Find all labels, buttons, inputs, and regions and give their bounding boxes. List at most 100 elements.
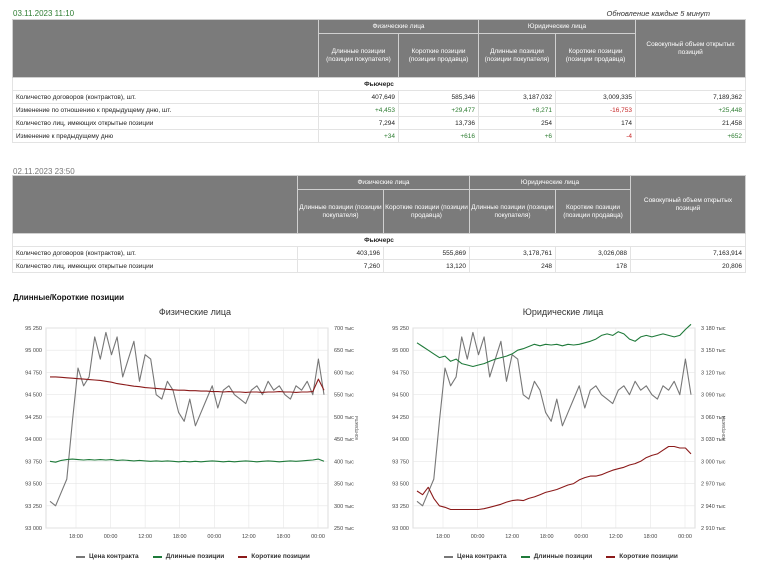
cell-leg-short: -16,753 (555, 103, 636, 117)
cell-ind-short: 13,736 (398, 116, 479, 130)
cell-total: +25,448 (635, 103, 746, 117)
cell-total: 7,163,914 (630, 246, 746, 260)
legend-item-short[interactable]: Короткие позиции (606, 553, 678, 560)
cell-ind-long: 403,196 (297, 246, 384, 260)
header-leg-long: Длинные позиции (позиции покупателя) (469, 189, 556, 234)
table-row: Количество лиц, имеющих открытые позиции… (12, 116, 746, 130)
y-left-tick-label: 93 250 (25, 504, 42, 510)
y-right-tick-label: 3 150 тыс (701, 348, 726, 354)
y-left-tick-label: 93 000 (25, 526, 42, 532)
cell-ind-short: 585,346 (398, 90, 479, 104)
y-right-tick-label: 450 тыс (334, 437, 354, 443)
chart-title-individuals: Физические лица (158, 307, 232, 317)
header-blank (12, 19, 319, 78)
open-interest-table-previous: Физические лица Юридические лица Совокуп… (12, 175, 746, 273)
cell-total: 7,189,362 (635, 90, 746, 104)
cell-ind-short: 555,869 (383, 246, 470, 260)
legend-item-price[interactable]: Цена контракта (444, 553, 507, 560)
y-left-tick-label: 94 250 (25, 415, 42, 421)
row-label: Количество лиц, имеющих открытые позиции (12, 259, 298, 273)
x-tick-label: 12:00 (505, 534, 519, 540)
x-tick-label: 00:00 (207, 534, 221, 540)
legend-price-swatch (444, 555, 453, 558)
y-left-tick-label: 94 250 (392, 415, 409, 421)
x-tick-label: 12:00 (242, 534, 256, 540)
cell-total: 20,806 (630, 259, 746, 273)
legend-short-swatch (606, 555, 616, 558)
y-left-tick-label: 93 500 (25, 482, 42, 488)
legend-item-long[interactable]: Длинные позиции (152, 553, 224, 560)
series-line-short (416, 445, 692, 511)
section-futures: Фьючерс (12, 77, 746, 91)
row-label: Количество лиц, имеющих открытые позиции (12, 116, 319, 130)
row-label: Количество договоров (контрактов), шт. (12, 246, 298, 260)
header-leg-short: Короткие позиции (позиции продавца) (555, 33, 636, 78)
y-left-tick-label: 95 250 (392, 326, 409, 332)
timestamp-previous: 02.11.2023 23:50 (13, 167, 75, 176)
x-tick-label: 18:00 (69, 534, 83, 540)
cell-leg-long: 3,178,761 (469, 246, 556, 260)
y-left-tick-label: 93 750 (25, 459, 42, 465)
cell-leg-short: 3,009,335 (555, 90, 636, 104)
y-right-tick-label: 650 тыс (334, 348, 354, 354)
x-tick-label: 00:00 (311, 534, 325, 540)
legend-item-short[interactable]: Короткие позиции (238, 553, 310, 560)
y-left-tick-label: 94 750 (392, 370, 409, 376)
series-line-price (49, 331, 325, 507)
header-legal: Юридические лица (469, 175, 631, 190)
header-leg-long: Длинные позиции (позиции покупателя) (478, 33, 556, 78)
y-right-tick-label: 300 тыс (334, 504, 354, 510)
row-label: Количество договоров (контрактов), шт. (12, 90, 319, 104)
section-title: Длинные/Короткие позиции (13, 293, 124, 302)
legend-item-price[interactable]: Цена контракта (76, 553, 139, 560)
row-label: Изменение по отношению к предыдущему дню… (12, 103, 319, 117)
y-left-tick-label: 93 250 (392, 504, 409, 510)
header-ind-long: Длинные позиции (позиции покупателя) (318, 33, 399, 78)
y-right-tick-label: 3 180 тыс (701, 326, 726, 332)
cell-ind-short: +616 (398, 129, 479, 143)
series-line-price (416, 331, 692, 507)
table-row: Количество договоров (контрактов), шт. 4… (12, 90, 746, 104)
header-leg-short: Короткие позиции (позиции продавца) (555, 189, 631, 234)
header-individuals: Физические лица (297, 175, 470, 190)
cell-ind-short: 13,120 (383, 259, 470, 273)
y-left-tick-label: 95 250 (25, 326, 42, 332)
x-tick-label: 12:00 (609, 534, 623, 540)
x-tick-label: 12:00 (138, 534, 152, 540)
legend-item-long[interactable]: Длинные позиции (520, 553, 592, 560)
header-total: Совокупный объем открытых позиций (630, 175, 746, 234)
timestamp-current: 03.11.2023 11:10 (13, 9, 75, 18)
y-right-axis-label: контракты (354, 416, 360, 440)
legend-legal: Цена контракта Длинные позиции Короткие … (444, 553, 678, 560)
y-left-tick-label: 94 000 (25, 437, 42, 443)
y-right-tick-label: 3 120 тыс (701, 370, 726, 376)
y-right-tick-label: 2 910 тыс (701, 526, 726, 532)
y-left-tick-label: 93 000 (392, 526, 409, 532)
y-right-tick-label: 600 тыс (334, 370, 354, 376)
refresh-note: Обновление каждые 5 минут (606, 9, 710, 18)
x-tick-label: 18:00 (173, 534, 187, 540)
section-futures: Фьючерс (12, 233, 746, 247)
y-left-tick-label: 93 500 (392, 482, 409, 488)
cell-ind-long: 7,294 (318, 116, 399, 130)
y-right-tick-label: 250 тыс (334, 526, 354, 532)
series-line-short (50, 376, 325, 393)
plot-area (412, 327, 696, 529)
series-line-long (49, 458, 325, 463)
legend-individuals: Цена контракта Длинные позиции Короткие … (76, 553, 310, 560)
header-ind-long: Длинные позиции (позиции покупателя) (297, 189, 384, 234)
x-tick-label: 18:00 (436, 534, 450, 540)
x-tick-label: 00:00 (104, 534, 118, 540)
cell-ind-short: +29,477 (398, 103, 479, 117)
row-label: Изменение к предыдущему дню (12, 129, 319, 143)
cell-leg-long: +8,271 (478, 103, 556, 117)
x-tick-label: 00:00 (471, 534, 485, 540)
cell-leg-long: 248 (469, 259, 556, 273)
header-ind-short: Короткие позиции (позиции продавца) (383, 189, 470, 234)
cell-leg-short: -4 (555, 129, 636, 143)
y-right-tick-label: 3 030 тыс (701, 437, 726, 443)
x-tick-label: 18:00 (277, 534, 291, 540)
y-right-tick-label: 3 090 тыс (701, 393, 726, 399)
x-tick-label: 00:00 (574, 534, 588, 540)
cell-leg-short: 178 (555, 259, 631, 273)
